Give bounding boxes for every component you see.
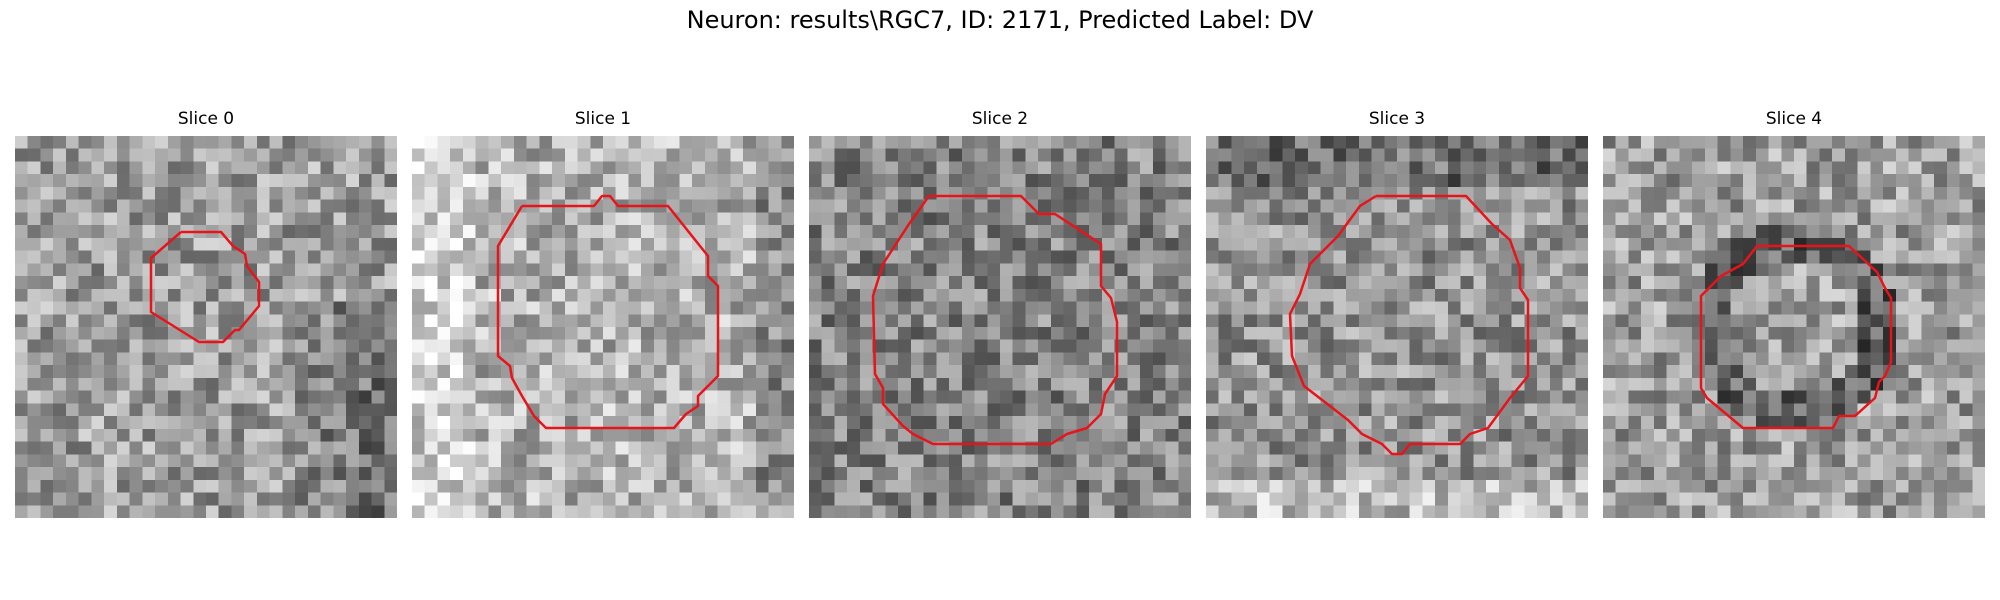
slice-image-container <box>1206 136 1588 518</box>
slice-title: Slice 3 <box>1368 109 1426 129</box>
slice-image-container <box>1603 136 1985 518</box>
slice-image-container <box>809 136 1191 518</box>
neuron-contour-overlay <box>149 230 261 344</box>
slice-image <box>1603 136 1985 518</box>
slice-panel-4: Slice 4 <box>1603 108 1985 518</box>
slice-image-container <box>412 136 794 518</box>
slice-image <box>412 136 794 518</box>
slice-image-container <box>15 136 397 518</box>
slice-panel-2: Slice 2 <box>809 108 1191 518</box>
neuron-contour <box>1699 244 1893 430</box>
neuron-contour <box>1288 194 1530 456</box>
neuron-contour-overlay <box>1699 244 1893 430</box>
slice-panel-1: Slice 1 <box>412 108 794 518</box>
neuron-contour <box>149 230 261 344</box>
neuron-contour-overlay <box>1288 194 1530 456</box>
neuron-contour-overlay <box>871 194 1119 446</box>
neuron-contour <box>496 194 720 430</box>
neuron-contour <box>871 194 1119 446</box>
figure-title: Neuron: results\RGC7, ID: 2171, Predicte… <box>686 6 1314 34</box>
slice-title: Slice 4 <box>1765 109 1823 129</box>
slice-panel-3: Slice 3 <box>1206 108 1588 518</box>
neuron-contour-overlay <box>496 194 720 430</box>
slice-title: Slice 2 <box>971 109 1029 129</box>
slice-image <box>15 136 397 518</box>
slice-title: Slice 0 <box>177 109 235 129</box>
slice-panel-0: Slice 0 <box>15 108 397 518</box>
slice-title: Slice 1 <box>574 109 632 129</box>
